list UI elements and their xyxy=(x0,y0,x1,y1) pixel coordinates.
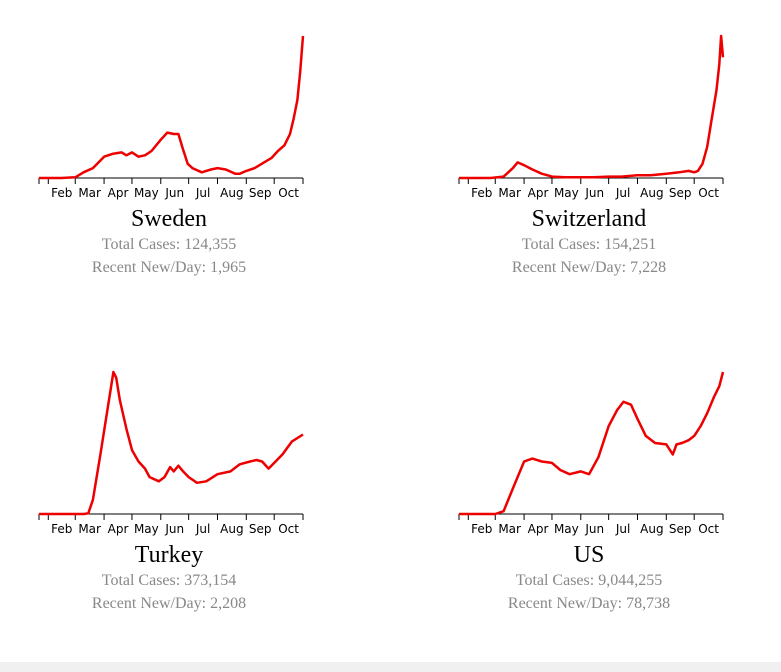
x-tick-label-sep: Sep xyxy=(669,186,692,200)
x-tick-label-jul: Jul xyxy=(615,522,630,536)
x-tick-label-feb: Feb xyxy=(471,186,492,200)
x-tick-label-sep: Sep xyxy=(249,186,272,200)
page-bottom-strip xyxy=(0,662,781,672)
chart-panel-sweden: Feb Mar Apr May Jun Jul Aug Sep Oct Sweden Total… xyxy=(37,35,337,336)
x-tick-label-aug: Aug xyxy=(640,186,663,200)
x-tick-label-apr: Apr xyxy=(108,186,129,200)
country-title-us: US xyxy=(573,542,605,568)
series-line-turkey xyxy=(39,370,304,516)
chart-panel-us: Feb Mar Apr May Jun Jul Aug Sep Oct US Total Cas… xyxy=(457,371,757,672)
x-tick-label-jun: Jun xyxy=(164,522,184,536)
country-title-turkey: Turkey xyxy=(134,542,204,568)
x-tick-label-sep: Sep xyxy=(249,522,272,536)
recent-new-per-day-us: Recent New/Day: 78,738 xyxy=(507,595,671,612)
x-tick-label-jul: Jul xyxy=(195,186,210,200)
x-tick-label-apr: Apr xyxy=(528,186,549,200)
line-chart-sweden: Feb Mar Apr May Jun Jul Aug Sep Oct xyxy=(38,35,305,200)
line-chart-turkey: Feb Mar Apr May Jun Jul Aug Sep Oct xyxy=(38,370,304,536)
x-tick-label-apr: Apr xyxy=(108,522,129,536)
x-tick-label-may: May xyxy=(134,186,159,200)
x-tick-label-feb: Feb xyxy=(51,186,72,200)
country-title-sweden: Sweden xyxy=(131,206,207,232)
total-cases-switzerland: Total Cases: 154,251 xyxy=(521,236,657,253)
chart-panel-switzerland: Feb Mar Apr May Jun Jul Aug Sep Oct Switzerland … xyxy=(457,34,757,336)
x-tick-label-jun: Jun xyxy=(584,186,604,200)
x-tick-label-oct: Oct xyxy=(278,522,299,536)
recent-new-per-day-turkey: Recent New/Day: 2,208 xyxy=(91,595,247,612)
x-tick-label-jun: Jun xyxy=(584,522,604,536)
x-tick-label-may: May xyxy=(554,186,579,200)
x-tick-label-mar: Mar xyxy=(498,522,521,536)
x-tick-label-mar: Mar xyxy=(498,186,521,200)
x-tick-label-aug: Aug xyxy=(640,522,663,536)
x-tick-label-oct: Oct xyxy=(278,186,299,200)
line-chart-switzerland: Feb Mar Apr May Jun Jul Aug Sep Oct xyxy=(458,34,725,200)
x-tick-label-aug: Aug xyxy=(220,522,243,536)
recent-new-per-day-switzerland: Recent New/Day: 7,228 xyxy=(511,259,667,276)
x-tick-label-feb: Feb xyxy=(471,522,492,536)
x-tick-label-mar: Mar xyxy=(78,186,101,200)
country-title-switzerland: Switzerland xyxy=(531,206,647,232)
series-line-us xyxy=(459,371,725,516)
line-chart-us: Feb Mar Apr May Jun Jul Aug Sep Oct xyxy=(458,371,725,536)
x-tick-label-jun: Jun xyxy=(164,186,184,200)
x-tick-label-aug: Aug xyxy=(220,186,243,200)
series-line-sweden xyxy=(39,35,305,180)
total-cases-sweden: Total Cases: 124,355 xyxy=(101,236,237,253)
x-tick-label-jul: Jul xyxy=(615,186,630,200)
x-tick-label-oct: Oct xyxy=(698,186,719,200)
x-tick-label-apr: Apr xyxy=(528,522,549,536)
chart-panel-turkey: Feb Mar Apr May Jun Jul Aug Sep Oct Turkey Total… xyxy=(37,370,337,672)
x-tick-label-oct: Oct xyxy=(698,522,719,536)
total-cases-turkey: Total Cases: 373,154 xyxy=(101,572,237,589)
x-tick-label-mar: Mar xyxy=(78,522,101,536)
x-tick-label-jul: Jul xyxy=(195,522,210,536)
series-line-switzerland xyxy=(459,34,725,180)
total-cases-us: Total Cases: 9,044,255 xyxy=(515,572,663,589)
recent-new-per-day-sweden: Recent New/Day: 1,965 xyxy=(91,259,247,276)
x-tick-label-may: May xyxy=(554,522,579,536)
x-tick-label-feb: Feb xyxy=(51,522,72,536)
x-tick-label-sep: Sep xyxy=(669,522,692,536)
x-tick-label-may: May xyxy=(134,522,159,536)
